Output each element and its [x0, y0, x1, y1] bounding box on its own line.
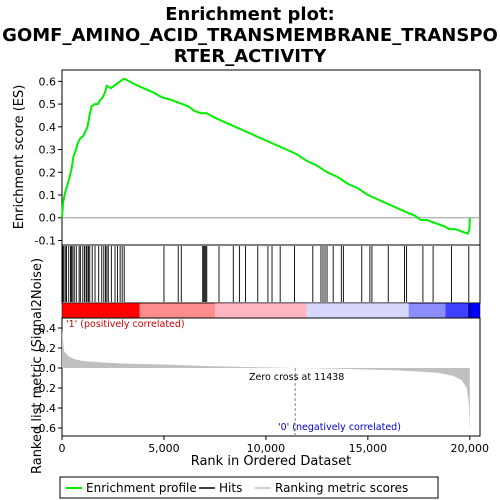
zero-cross-label: Zero cross at 11438 [249, 372, 344, 383]
x-tick-label: 5,000 [148, 442, 180, 455]
es-y-axis: -0.1 0.0 0.1 0.2 0.3 0.4 0.5 0.6 [35, 75, 62, 247]
es-y-tick-label: 0.0 [39, 212, 57, 225]
metric-y-tick-label: 0.4 [39, 322, 57, 335]
es-y-tick-label: 0.5 [39, 98, 57, 111]
es-panel: -0.1 0.0 0.1 0.2 0.3 0.4 0.5 0.6 Enrichment sco… [12, 69, 481, 247]
chart-title-line-3: RTER_ACTIVITY [174, 46, 328, 67]
hit-marks [62, 246, 470, 302]
es-y-tick-label: -0.1 [35, 234, 56, 247]
band-segment [408, 303, 446, 318]
es-y-tick-label: 0.2 [39, 166, 57, 179]
es-y-tick-label: 0.4 [39, 121, 57, 134]
metric-y-tick-label: 0.0 [39, 362, 57, 375]
metric-y-tick-label: -0.2 [35, 382, 56, 395]
band-segment [214, 303, 307, 318]
hits-panel [61, 244, 481, 304]
metric-y-tick-label: 0.2 [39, 342, 57, 355]
band-segment [306, 303, 409, 318]
es-plot-frame [61, 69, 481, 246]
x-tick-label: 15,000 [349, 442, 388, 455]
band-segment [139, 303, 215, 318]
metric-y-axis-label: Ranked list metric (Signal2Noise) [30, 258, 45, 474]
enrichment-profile-line [61, 78, 471, 235]
x-tick-label: 0 [59, 442, 66, 455]
es-y-tick-label: 0.3 [39, 144, 57, 157]
es-y-axis-label: Enrichment score (ES) [12, 85, 27, 230]
x-axis: 0 5,000 10,000 15,000 20,000 [59, 436, 490, 455]
x-tick-label: 10,000 [247, 442, 286, 455]
legend-ranking-metric: Ranking metric scores [275, 481, 408, 495]
positive-correlation-label: '1' (positively correlated) [66, 319, 185, 330]
es-y-tick-label: 0.6 [39, 75, 57, 88]
x-axis-label: Rank in Ordered Dataset [191, 454, 352, 469]
negative-correlation-label: '0' (negatively correlated) [278, 422, 401, 433]
x-tick-label: 20,000 [451, 442, 490, 455]
chart-title-line-1: Enrichment plot: [165, 4, 335, 25]
band-segment [468, 303, 472, 318]
hits-frame [61, 244, 481, 304]
chart-title-line-2: GOMF_AMINO_ACID_TRANSMEMBRANE_TRANSPO [2, 25, 498, 46]
metric-panel: -0.6 -0.4 -0.2 0.0 0.2 0.4 '1' (positively co… [30, 258, 481, 474]
metric-y-tick-label: -0.4 [35, 402, 56, 415]
es-y-tick-label: 0.1 [39, 189, 57, 202]
rank-colour-band [61, 302, 481, 319]
legend-hits: Hits [219, 481, 242, 495]
metric-y-tick-label: -0.6 [35, 422, 56, 435]
legend: Enrichment profile Hits Ranking metric s… [59, 476, 439, 499]
band-segment [62, 303, 140, 318]
legend-frame [59, 476, 439, 499]
legend-enrichment-profile: Enrichment profile [86, 481, 197, 495]
band-segment [445, 303, 468, 318]
metric-plot-frame [61, 317, 481, 437]
metric-y-axis: -0.6 -0.4 -0.2 0.0 0.2 0.4 [35, 322, 62, 435]
